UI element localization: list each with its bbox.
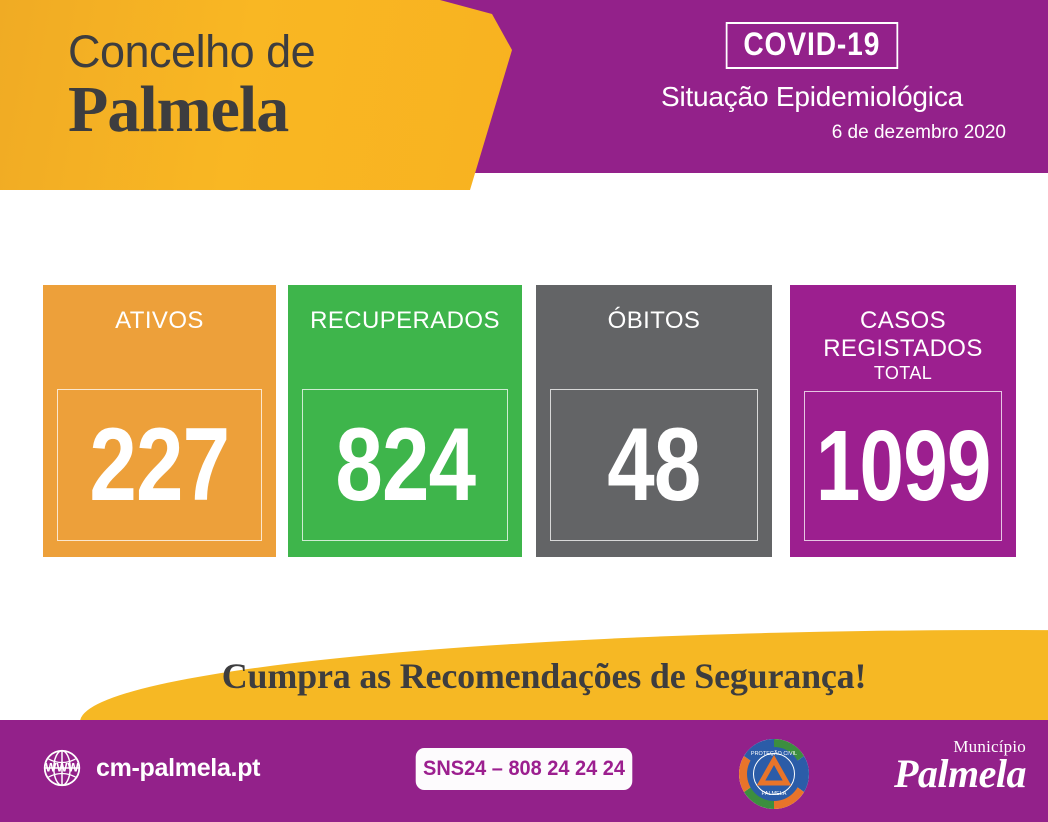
municipality-logo-line2: Palmela	[893, 751, 1027, 796]
stat-card-sublabel: TOTAL	[873, 362, 933, 383]
title-line-palmela: Palmela	[68, 73, 289, 147]
stat-card-value: 227	[89, 407, 231, 523]
stat-card-value: 824	[335, 407, 476, 523]
header-yellow-shape	[0, 0, 512, 190]
municipality-logo-line1: Município	[953, 737, 1026, 756]
svg-text:PROTEÇÃO CIVIL: PROTEÇÃO CIVIL	[751, 750, 797, 757]
svg-text:WWW: WWW	[45, 761, 79, 775]
website-url-text: cm-palmela.pt	[96, 753, 261, 782]
stat-card-casos-registados: CASOS REGISTADOS TOTAL 1099	[790, 285, 1016, 557]
header-info-block: COVID-19 Situação Epidemiológica 6 de de…	[612, 22, 1012, 144]
stat-card-obitos: ÓBITOS 48	[536, 285, 772, 557]
stat-card-label: ATIVOS	[115, 307, 204, 334]
stat-value-frame: 824	[302, 389, 508, 541]
stats-cards-row: ATIVOS 227 RECUPERADOS 824 ÓBITOS 48 CAS…	[0, 285, 1048, 557]
stat-value-frame: 227	[57, 389, 262, 541]
poster-footer: WWW cm-palmela.pt SNS24 – 808 24 24 24	[0, 720, 1048, 822]
stat-card-label: CASOS REGISTADOS	[823, 307, 983, 362]
poster-header: Concelho de Palmela COVID-19 Situação Ep…	[0, 0, 1048, 190]
stat-card-ativos: ATIVOS 227	[43, 285, 276, 557]
title-line-concelho: Concelho de	[68, 26, 316, 77]
stat-value-frame: 1099	[804, 391, 1002, 541]
civil-protection-logo: PROTEÇÃO CIVIL PALMELA	[738, 738, 810, 810]
safety-banner: Cumpra as Recomendações de Segurança!	[0, 630, 1048, 722]
stat-card-value: 48	[607, 407, 701, 523]
globe-icon: WWW	[42, 748, 82, 788]
covid-badge: COVID-19	[725, 22, 899, 69]
banner-message: Cumpra as Recomendações de Segurança!	[221, 656, 867, 696]
sns24-badge[interactable]: SNS24 – 808 24 24 24	[415, 748, 633, 790]
stat-value-frame: 48	[550, 389, 758, 541]
svg-text:PALMELA: PALMELA	[762, 791, 787, 797]
stat-card-label: ÓBITOS	[607, 307, 701, 334]
municipality-logo: Município Palmela	[841, 737, 1027, 796]
header-date: 6 de dezembro 2020	[831, 121, 1006, 143]
header-subtitle: Situação Epidemiológica	[660, 80, 964, 112]
footer-content: WWW cm-palmela.pt SNS24 – 808 24 24 24	[0, 720, 1048, 822]
stat-card-label: RECUPERADOS	[310, 307, 500, 334]
stat-card-recuperados: RECUPERADOS 824	[288, 285, 522, 557]
page-title: Concelho de Palmela	[68, 26, 316, 147]
website-link[interactable]: WWW cm-palmela.pt	[42, 748, 261, 788]
stat-card-value: 1099	[815, 410, 992, 522]
